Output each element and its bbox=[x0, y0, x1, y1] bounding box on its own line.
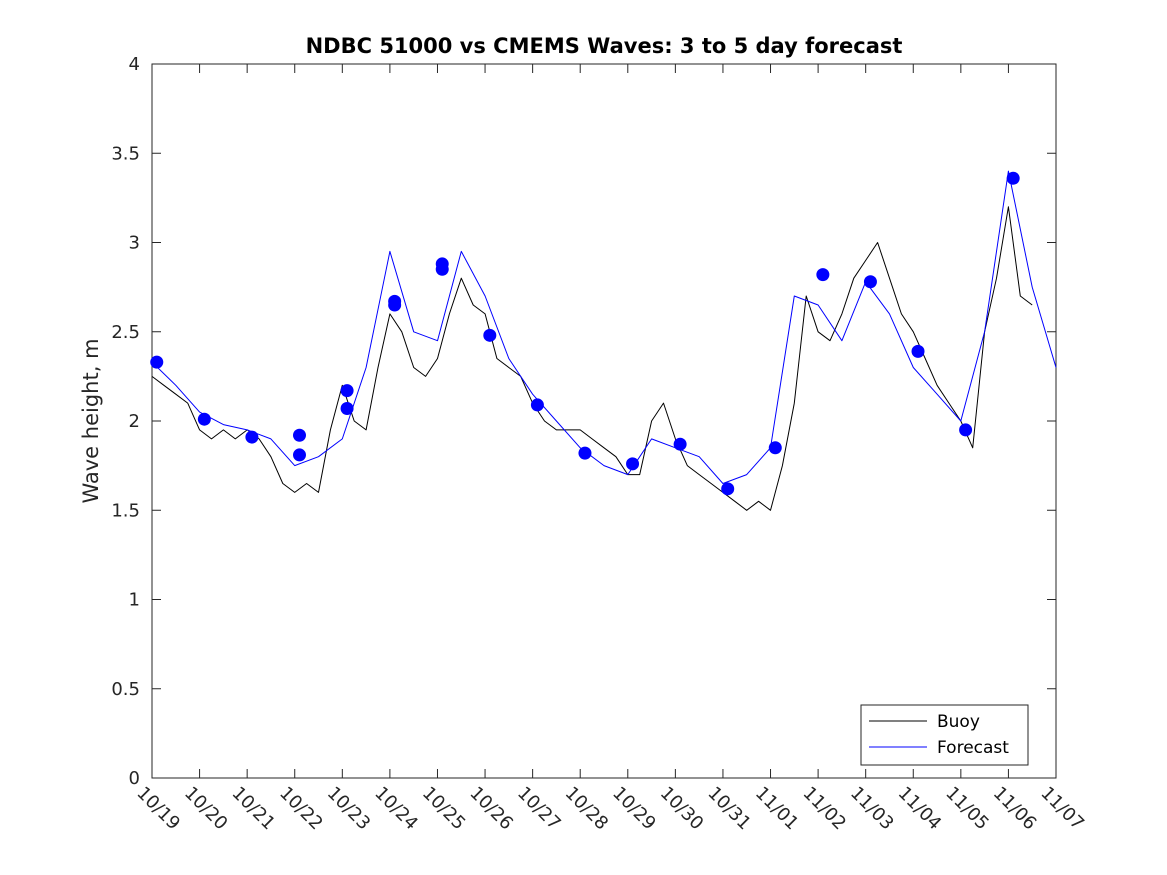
legend-label-buoy: Buoy bbox=[937, 712, 980, 732]
forecast-marker bbox=[292, 448, 306, 462]
forecast-marker bbox=[388, 298, 402, 312]
x-tick-label: 10/30 bbox=[656, 783, 708, 835]
chart-title: NDBC 51000 vs CMEMS Waves: 3 to 5 day fo… bbox=[306, 34, 903, 58]
forecast-marker bbox=[197, 412, 211, 426]
y-axis: 0 0.5 1 1.5 2 2.5 3 3.5 4 bbox=[111, 54, 1056, 789]
x-tick-label: 10/26 bbox=[466, 783, 518, 835]
forecast-marker bbox=[150, 355, 164, 369]
x-tick-label: 10/22 bbox=[275, 783, 327, 835]
x-tick-label: 10/20 bbox=[180, 783, 232, 835]
x-tick-label: 10/19 bbox=[132, 783, 184, 835]
x-tick-label: 11/04 bbox=[894, 783, 946, 835]
y-axis-label: Wave height, m bbox=[79, 338, 103, 503]
x-tick-label: 10/27 bbox=[513, 783, 565, 835]
forecast-marker bbox=[292, 428, 306, 442]
x-tick-label: 11/06 bbox=[989, 783, 1041, 835]
x-tick-label: 10/29 bbox=[608, 783, 660, 835]
plot-area-frame bbox=[151, 63, 1057, 779]
forecast-marker bbox=[673, 437, 687, 451]
x-tick-label: 10/31 bbox=[703, 783, 755, 835]
legend-label-forecast: Forecast bbox=[937, 738, 1009, 758]
forecast-marker bbox=[1006, 171, 1020, 185]
forecast-marker bbox=[435, 262, 449, 276]
y-tick-label: 1 bbox=[129, 590, 140, 611]
series-line-forecast bbox=[151, 170, 1057, 484]
forecast-marker bbox=[340, 384, 354, 398]
y-tick-label: 0.5 bbox=[111, 679, 140, 700]
y-tick-label: 4 bbox=[129, 54, 140, 75]
forecast-marker bbox=[721, 482, 735, 496]
legend: Buoy Forecast bbox=[860, 704, 1029, 766]
forecast-marker bbox=[578, 446, 592, 460]
x-tick-label: 10/21 bbox=[228, 783, 280, 835]
forecast-marker bbox=[626, 457, 640, 471]
x-tick-label: 11/02 bbox=[799, 783, 851, 835]
forecast-marker-layer bbox=[150, 171, 1020, 496]
x-tick-label: 11/07 bbox=[1036, 783, 1088, 835]
forecast-marker bbox=[863, 275, 877, 289]
forecast-marker bbox=[483, 328, 497, 342]
series-layer bbox=[151, 170, 1057, 511]
forecast-marker bbox=[959, 423, 973, 437]
x-tick-label: 11/03 bbox=[846, 783, 898, 835]
series-line-buoy bbox=[151, 206, 1033, 511]
y-tick-label: 2 bbox=[129, 411, 140, 432]
forecast-marker bbox=[816, 268, 830, 282]
forecast-marker bbox=[530, 398, 544, 412]
y-tick-label: 1.5 bbox=[111, 500, 140, 521]
forecast-marker bbox=[245, 430, 259, 444]
y-tick-label: 2.5 bbox=[111, 322, 140, 343]
forecast-marker bbox=[768, 441, 782, 455]
y-tick-label: 3.5 bbox=[111, 143, 140, 164]
x-tick-label: 11/01 bbox=[751, 783, 803, 835]
legend-box bbox=[860, 704, 1029, 766]
x-tick-label: 11/05 bbox=[941, 783, 993, 835]
y-tick-label: 3 bbox=[129, 233, 140, 254]
forecast-marker bbox=[911, 344, 925, 358]
x-tick-label: 10/25 bbox=[418, 783, 470, 835]
x-tick-label: 10/23 bbox=[323, 783, 375, 835]
y-tick-label: 0 bbox=[129, 768, 140, 789]
x-tick-label: 10/28 bbox=[561, 783, 613, 835]
forecast-marker bbox=[340, 402, 354, 416]
x-tick-label: 10/24 bbox=[370, 783, 422, 835]
